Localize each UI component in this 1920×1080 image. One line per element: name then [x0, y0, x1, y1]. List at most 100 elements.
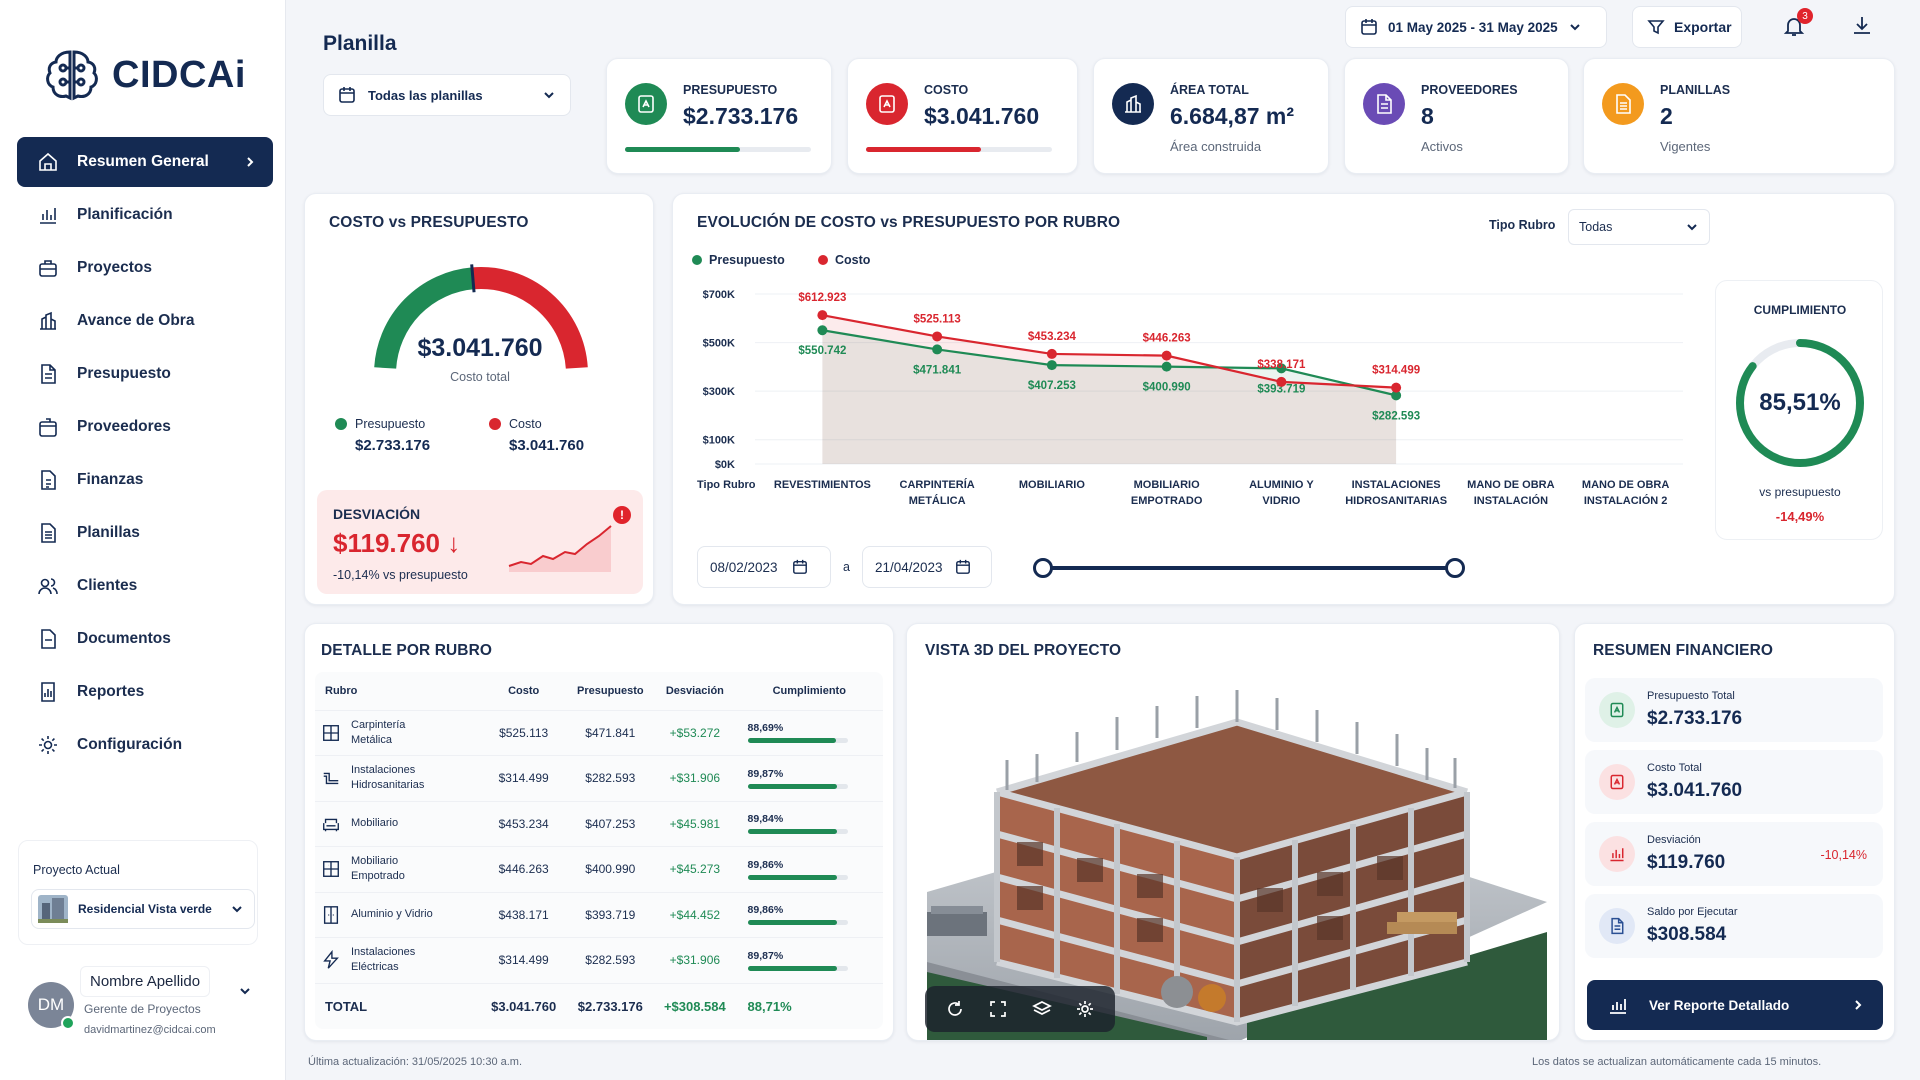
money-icon: [638, 95, 654, 113]
deviation-cell: +$31.906: [654, 937, 736, 983]
user-profile[interactable]: DM Nombre Apellido Gerente de Proyectos …: [18, 958, 266, 1058]
export-button[interactable]: Exportar: [1632, 6, 1742, 48]
compliance-bar-fill: [747, 874, 838, 880]
table-row[interactable]: Mobiliario Empotrado $446.263 $400.990 +$45…: [315, 846, 883, 892]
building-3d-model[interactable]: [907, 662, 1560, 1041]
detailed-report-button[interactable]: Ver Reporte Detallado: [1587, 980, 1883, 1030]
table-row[interactable]: Instalaciones Hidrosanitarias $314.499 $28…: [315, 755, 883, 801]
sidebar-item-reportes[interactable]: Reportes: [17, 667, 273, 717]
data-point[interactable]: [1276, 376, 1287, 387]
table-row[interactable]: Mobiliario $453.234 $407.253 +$45.981 89,84%: [315, 800, 883, 847]
financial-icon: [1599, 908, 1635, 944]
sidebar-item-label: Proveedores: [77, 418, 171, 435]
data-point[interactable]: [1391, 382, 1402, 393]
cost-cell: $314.499: [480, 937, 567, 983]
data-point[interactable]: [1391, 390, 1402, 401]
detail-by-rubro-card: DETALLE POR RUBRO Rubro Costo Presupuesto D…: [304, 623, 894, 1041]
compliance-cell: 89,87%: [735, 755, 883, 801]
financial-label: Costo Total: [1647, 762, 1702, 774]
table-row[interactable]: Instalaciones Eléctricas $314.499 $282.593…: [315, 937, 883, 983]
compliance-title: CUMPLIMIENTO: [1753, 303, 1847, 317]
sidebar-item-proveedores[interactable]: Proveedores: [17, 402, 273, 452]
sidebar-item-avance-de-obra[interactable]: Avance de Obra: [17, 296, 273, 346]
financial-label: Presupuesto Total: [1647, 690, 1735, 702]
kpi-value: 8: [1421, 103, 1434, 129]
budget-dot: [335, 418, 347, 430]
sheet-icon: [1616, 94, 1631, 114]
rubro-filter-dropdown[interactable]: Todas: [1568, 209, 1710, 245]
sidebar-item-clientes[interactable]: Clientes: [17, 561, 273, 611]
kpi-label: ÁREA TOTAL: [1170, 83, 1249, 97]
pipe-icon: [323, 773, 339, 785]
budget-cell: $282.593: [566, 937, 655, 983]
rubro-name: Mobiliario Empotrado: [351, 855, 405, 883]
sidebar-item-configuracion[interactable]: Configuración: [17, 720, 273, 770]
detail-title: DETALLE POR RUBRO: [321, 642, 493, 659]
sidebar-item-proyectos[interactable]: Proyectos: [17, 243, 273, 293]
kpi-sub: Vigentes: [1660, 139, 1711, 154]
sidebar-item-resumen-general[interactable]: Resumen General: [17, 137, 273, 187]
table-row[interactable]: Carpintería Metálica $525.113 $471.841 +$53…: [315, 709, 883, 756]
project-selector[interactable]: Residencial Vista verde: [31, 889, 255, 929]
notifications-button[interactable]: 3: [1782, 8, 1813, 42]
sidebar-item-planificacion[interactable]: Planificación: [17, 190, 273, 240]
rubro-cell: Aluminio y Vidrio: [315, 891, 481, 938]
planilla-filter-dropdown[interactable]: Todas las planillas: [323, 74, 571, 116]
gear-icon[interactable]: [1075, 999, 1095, 1019]
data-point[interactable]: [1276, 363, 1287, 374]
data-point[interactable]: [817, 325, 828, 336]
kpi-sub: Área construida: [1170, 139, 1262, 154]
data-point[interactable]: [1046, 348, 1057, 359]
kpi-card-area-total[interactable]: ÁREA TOTAL 6.684,87 m² Área construida: [1093, 58, 1329, 174]
current-project: Proyecto Actual Residencial Vista verde: [18, 840, 258, 945]
kpi-card-proveedores[interactable]: PROVEEDORES 8 Activos: [1344, 58, 1569, 174]
date-range-picker[interactable]: 01 May 2025 - 31 May 2025: [1345, 6, 1607, 48]
data-point[interactable]: [1046, 360, 1057, 371]
x-axis-label: Tipo Rubro: [697, 479, 756, 491]
range-handle-start[interactable]: [1033, 558, 1053, 578]
range-slider[interactable]: [1033, 558, 1465, 578]
sidebar-item-finanzas[interactable]: Finanzas: [17, 455, 273, 505]
bell-icon: [1783, 18, 1805, 36]
calendar-icon: [1361, 19, 1377, 35]
building-thumbnail-icon: [38, 895, 68, 923]
bar-chart-icon: [40, 208, 56, 224]
sidebar-item-label: Configuración: [77, 736, 183, 753]
user-menu-chevron-icon[interactable]: [238, 984, 252, 998]
deviation-trend-sparkline: [508, 525, 612, 572]
kpi-card-presupuesto[interactable]: PRESUPUESTO $2.733.176: [606, 58, 832, 174]
x-tick-label: METÁLICA: [909, 494, 966, 507]
rotate-icon[interactable]: [945, 999, 965, 1019]
data-point[interactable]: [817, 310, 828, 321]
download-button[interactable]: [1850, 14, 1874, 43]
kpi-card-planillas[interactable]: PLANILLAS 2 Vigentes: [1583, 58, 1895, 174]
date-to-input[interactable]: 21/04/2023: [862, 546, 992, 588]
date-from-input[interactable]: 08/02/2023: [697, 546, 831, 588]
money-icon: [879, 95, 895, 113]
kpi-progress-fill: [625, 147, 741, 152]
data-label: $471.841: [913, 364, 962, 376]
kpi-value: $3.041.760: [924, 103, 1040, 129]
sidebar-item-presupuesto[interactable]: Presupuesto: [17, 349, 273, 399]
gauge-legend-budget: Presupuesto $2.733.176: [335, 417, 430, 454]
sidebar-item-documentos[interactable]: Documentos: [17, 614, 273, 664]
data-point[interactable]: [932, 331, 943, 342]
compliance-pct: 89,84%: [747, 813, 784, 826]
kpi-card-costo[interactable]: COSTO $3.041.760: [847, 58, 1078, 174]
data-point[interactable]: [1161, 350, 1172, 361]
series-line: [822, 314, 1397, 389]
range-handle-end[interactable]: [1445, 558, 1465, 578]
fullscreen-icon[interactable]: [988, 999, 1008, 1019]
document-icon: [41, 364, 56, 384]
home-icon: [39, 152, 57, 171]
sidebar-nav: Resumen General Planificación Proyectos Ava…: [17, 137, 273, 773]
data-point[interactable]: [1161, 361, 1172, 372]
layers-icon[interactable]: [1031, 999, 1052, 1019]
data-label: $393.719: [1257, 383, 1305, 395]
sidebar-item-planillas[interactable]: Planillas: [17, 508, 273, 558]
kpi-label: PLANILLAS: [1660, 83, 1731, 97]
online-status-dot: [61, 1016, 75, 1030]
table-total-row: TOTAL $3.041.760 $2.733.176 +$308.584 88,71%: [315, 982, 883, 1029]
data-point[interactable]: [932, 344, 943, 355]
table-row[interactable]: Aluminio y Vidrio $438.171 $393.719 +$44.45…: [315, 891, 883, 938]
